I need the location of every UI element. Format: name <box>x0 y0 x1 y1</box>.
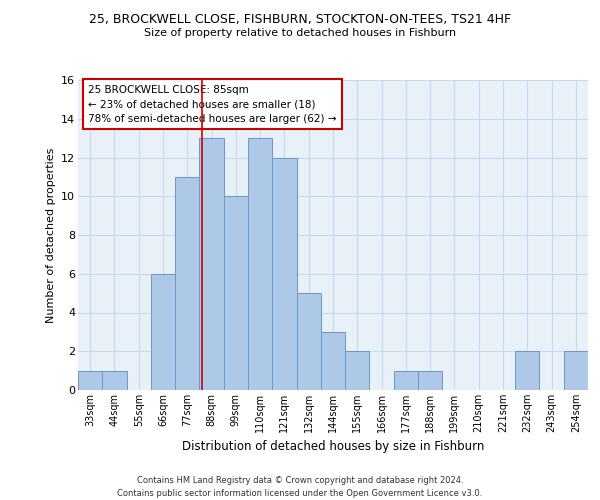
Bar <box>418 370 442 390</box>
Text: Contains HM Land Registry data © Crown copyright and database right 2024.
Contai: Contains HM Land Registry data © Crown c… <box>118 476 482 498</box>
Text: 25, BROCKWELL CLOSE, FISHBURN, STOCKTON-ON-TEES, TS21 4HF: 25, BROCKWELL CLOSE, FISHBURN, STOCKTON-… <box>89 12 511 26</box>
Bar <box>78 370 102 390</box>
Text: 25 BROCKWELL CLOSE: 85sqm
← 23% of detached houses are smaller (18)
78% of semi-: 25 BROCKWELL CLOSE: 85sqm ← 23% of detac… <box>88 84 337 124</box>
Bar <box>102 370 127 390</box>
Bar <box>248 138 272 390</box>
Y-axis label: Number of detached properties: Number of detached properties <box>46 148 56 322</box>
Bar <box>345 351 370 390</box>
Bar <box>564 351 588 390</box>
Bar <box>175 177 199 390</box>
Bar <box>515 351 539 390</box>
Bar <box>272 158 296 390</box>
Bar <box>151 274 175 390</box>
Bar <box>394 370 418 390</box>
Bar <box>321 332 345 390</box>
Bar <box>296 293 321 390</box>
Bar <box>224 196 248 390</box>
X-axis label: Distribution of detached houses by size in Fishburn: Distribution of detached houses by size … <box>182 440 484 454</box>
Bar <box>199 138 224 390</box>
Text: Size of property relative to detached houses in Fishburn: Size of property relative to detached ho… <box>144 28 456 38</box>
